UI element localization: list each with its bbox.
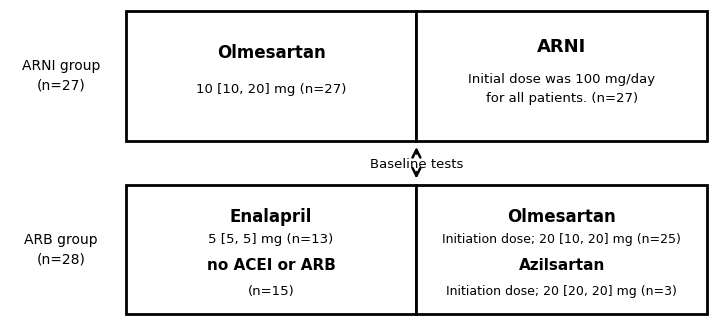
Text: 5 [5, 5] mg (n=13): 5 [5, 5] mg (n=13): [208, 233, 334, 246]
Text: Olmesartan: Olmesartan: [217, 44, 325, 63]
Text: ARNI: ARNI: [537, 38, 587, 56]
Text: Azilsartan: Azilsartan: [518, 258, 605, 273]
Text: Initiation dose; 20 [10, 20] mg (n=25): Initiation dose; 20 [10, 20] mg (n=25): [442, 233, 681, 246]
Bar: [416, 11, 707, 141]
Bar: [416, 185, 707, 314]
Text: Enalapril: Enalapril: [230, 208, 312, 226]
Text: Initiation dose; 20 [20, 20] mg (n=3): Initiation dose; 20 [20, 20] mg (n=3): [447, 285, 677, 298]
Text: (n=15): (n=15): [248, 285, 294, 298]
Text: ARB group
(n=28): ARB group (n=28): [24, 233, 98, 266]
Text: Baseline tests: Baseline tests: [370, 158, 463, 171]
Bar: [126, 11, 416, 141]
Text: ARNI group
(n=27): ARNI group (n=27): [22, 59, 101, 93]
Text: 10 [10, 20] mg (n=27): 10 [10, 20] mg (n=27): [196, 83, 346, 96]
Text: Olmesartan: Olmesartan: [508, 208, 616, 226]
Text: no ACEI or ARB: no ACEI or ARB: [207, 258, 335, 273]
Text: Initial dose was 100 mg/day
for all patients. (n=27): Initial dose was 100 mg/day for all pati…: [468, 73, 656, 105]
Bar: [126, 185, 416, 314]
